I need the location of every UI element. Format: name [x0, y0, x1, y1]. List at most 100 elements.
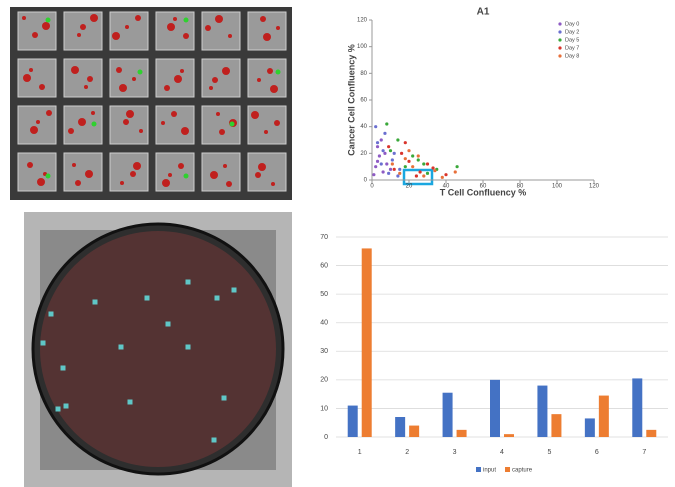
scatter-point	[398, 168, 401, 171]
scatter-point	[404, 157, 407, 160]
y-tick-label: 30	[320, 348, 328, 355]
cell-blob	[46, 174, 51, 179]
x-tick-label: 1	[358, 449, 362, 456]
legend-marker	[558, 54, 561, 57]
x-tick-label: 3	[453, 449, 457, 456]
scatter-point	[376, 141, 379, 144]
cell-blob	[135, 15, 141, 21]
cell-blob	[133, 162, 141, 170]
cell-blob	[87, 76, 93, 82]
cell-blob	[260, 16, 266, 22]
cell-blob	[184, 174, 189, 179]
cell-blob	[184, 18, 189, 23]
x-tick-label: 80	[517, 184, 524, 190]
scatter-point	[454, 170, 457, 173]
cell-blob	[71, 66, 79, 74]
well	[110, 59, 148, 97]
cell-blob	[215, 15, 223, 23]
scatter-point	[383, 132, 386, 135]
marked-die	[232, 288, 237, 293]
bar	[457, 430, 467, 437]
cell-blob	[251, 111, 259, 119]
marked-die	[222, 396, 227, 401]
marked-die	[56, 407, 61, 412]
wafer-surface	[40, 231, 276, 467]
bar	[443, 393, 453, 437]
marked-die	[215, 296, 220, 301]
microscopy-grid-image	[10, 7, 292, 200]
scatter-point	[398, 172, 401, 175]
cell-blob	[219, 129, 225, 135]
x-tick-label: 100	[552, 184, 563, 190]
scatter-point	[391, 162, 394, 165]
cell-blob	[23, 74, 31, 82]
x-tick-label: 60	[480, 184, 487, 190]
scatter-point	[419, 170, 422, 173]
cell-blob	[120, 181, 124, 185]
cell-blob	[271, 182, 275, 186]
scatter-point	[391, 158, 394, 161]
cell-blob	[112, 32, 120, 40]
cell-blob	[257, 78, 261, 82]
scatter-point	[376, 160, 379, 163]
x-tick-label: 40	[443, 184, 450, 190]
well	[248, 153, 286, 191]
scatter-point	[396, 138, 399, 141]
cell-blob	[205, 25, 211, 31]
marked-die	[119, 345, 124, 350]
legend-swatch	[476, 467, 481, 472]
bar	[409, 426, 419, 437]
scatter-point	[407, 160, 410, 163]
cell-blob	[92, 122, 97, 127]
y-tick-label: 40	[360, 124, 367, 130]
legend-label: Day 0	[565, 21, 579, 27]
well	[202, 59, 240, 97]
cell-blob	[276, 26, 280, 30]
y-tick-label: 120	[357, 18, 368, 24]
scatter-point	[417, 158, 420, 161]
scatter-point	[411, 165, 414, 168]
bar	[585, 418, 595, 437]
bar	[490, 380, 500, 437]
cell-blob	[132, 77, 136, 81]
cell-blob	[270, 85, 278, 93]
cell-blob	[223, 164, 227, 168]
cell-blob	[173, 17, 177, 21]
well	[64, 153, 102, 191]
cell-blob	[36, 120, 40, 124]
scatter-point	[400, 152, 403, 155]
y-tick-label: 20	[320, 377, 328, 384]
y-tick-label: 50	[320, 291, 328, 298]
scatter-point	[376, 145, 379, 148]
cell-blob	[78, 118, 86, 126]
y-tick-label: 20	[360, 151, 367, 157]
x-tick-label: 7	[642, 449, 646, 456]
scatter-point	[383, 152, 386, 155]
x-tick-label: 4	[500, 449, 504, 456]
cell-blob	[80, 24, 86, 30]
scatter-point	[407, 149, 410, 152]
well	[110, 153, 148, 191]
figure: A1 T Cell Confluency % Cancer Cell Confl…	[0, 0, 675, 487]
scatter-point	[382, 149, 385, 152]
cell-blob	[123, 119, 129, 125]
y-tick-label: 60	[360, 98, 367, 104]
scatter-point	[426, 172, 429, 175]
well	[248, 12, 286, 50]
cell-blob	[32, 32, 38, 38]
scatter-point	[404, 141, 407, 144]
scatter-point	[382, 170, 385, 173]
cell-blob	[77, 33, 81, 37]
marked-die	[212, 438, 217, 443]
scatter-point	[374, 165, 377, 168]
x-tick-label: 6	[595, 449, 599, 456]
legend-label: Day 8	[565, 53, 579, 59]
cell-blob	[75, 180, 81, 186]
cell-blob	[39, 84, 45, 90]
scatter-point	[433, 169, 436, 172]
cell-blob	[264, 130, 268, 134]
scatter-point	[385, 122, 388, 125]
x-tick-label: 20	[406, 184, 413, 190]
cell-blob	[126, 110, 134, 118]
cell-blob	[167, 23, 175, 31]
